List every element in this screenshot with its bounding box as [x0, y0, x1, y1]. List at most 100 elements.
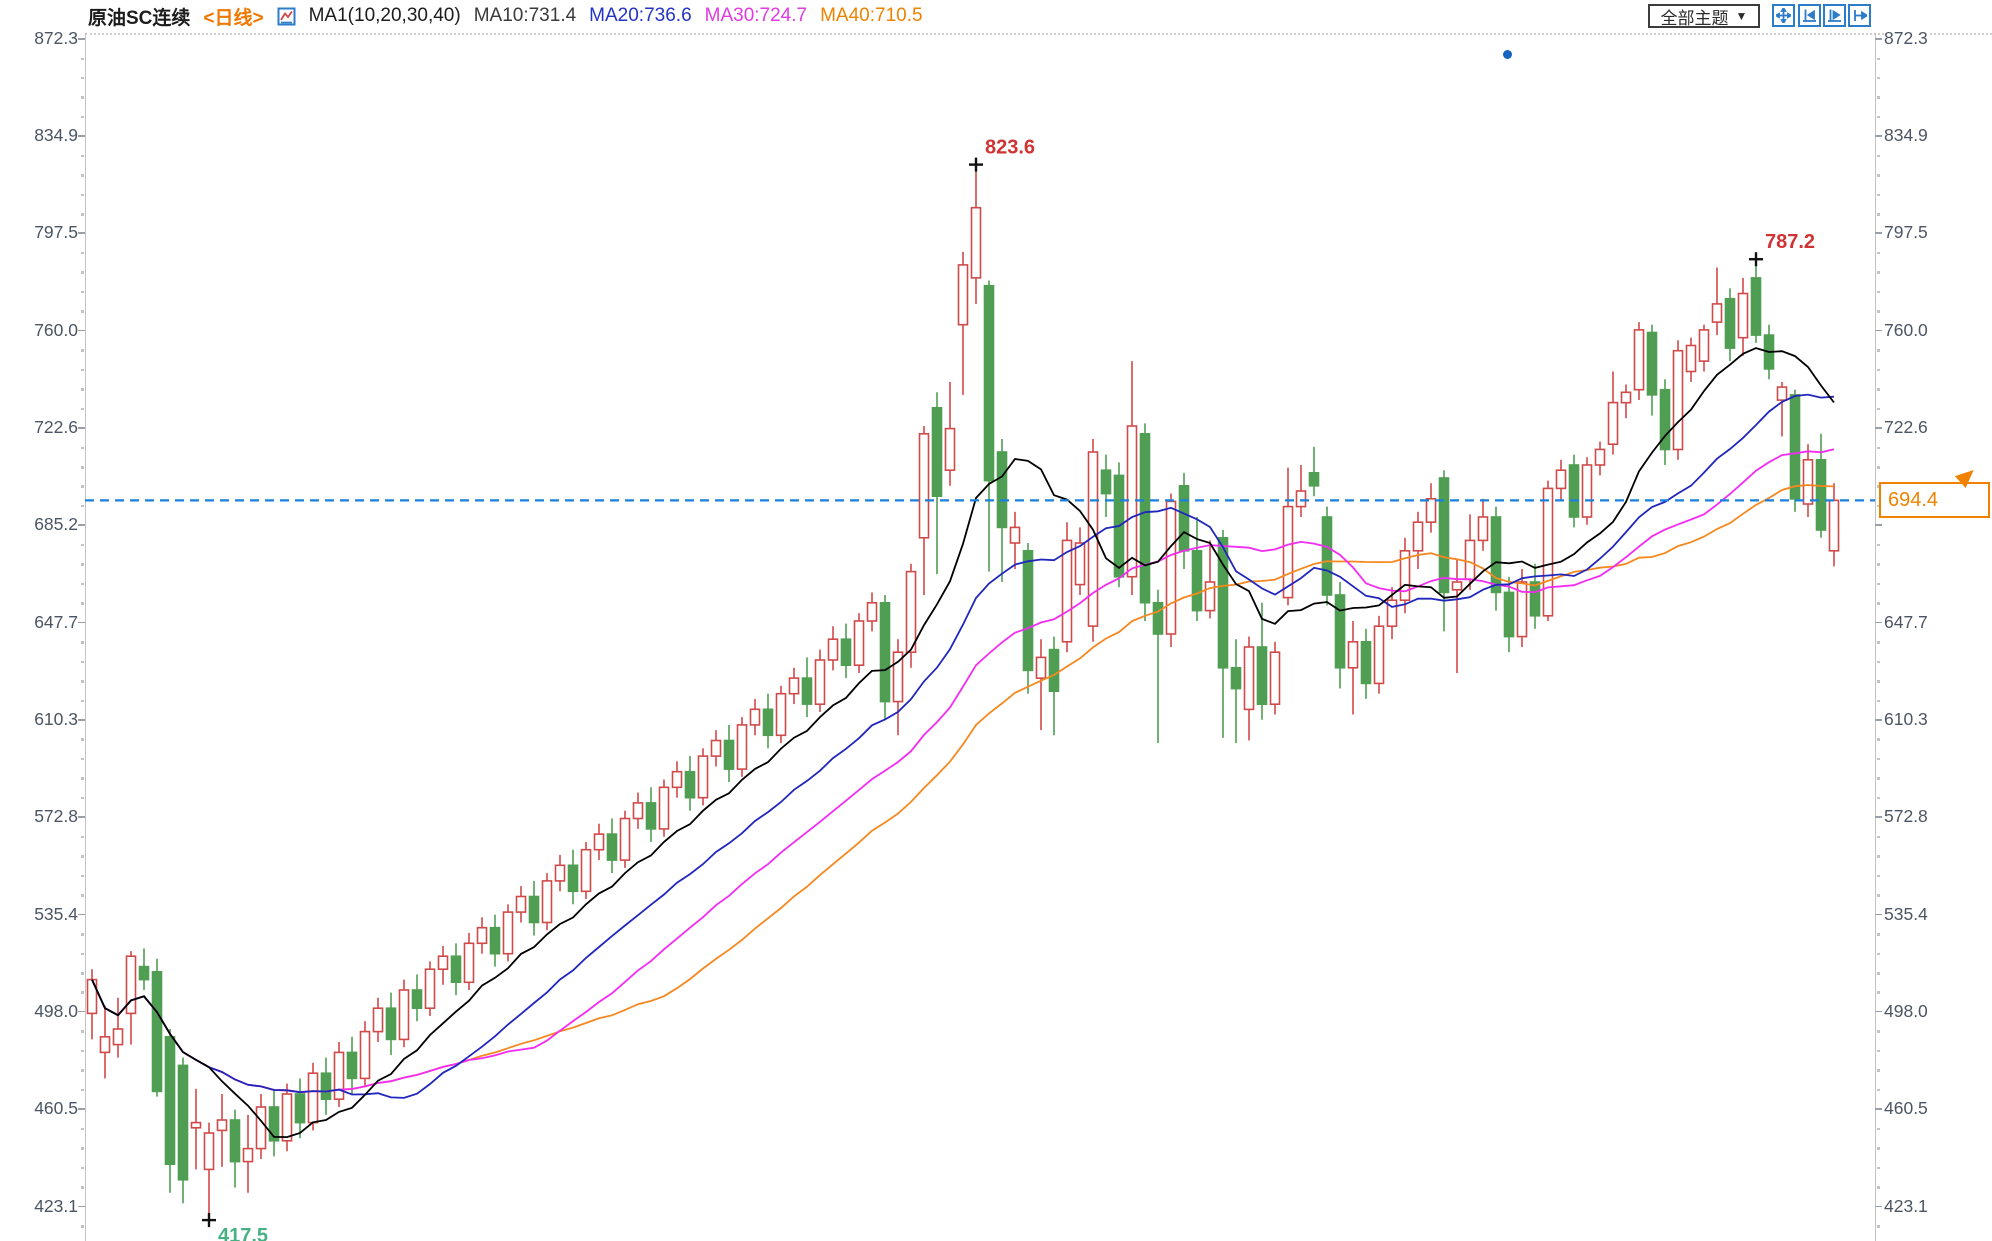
minor-tick [1877, 894, 1880, 897]
candle [1477, 498, 1489, 551]
candle [1607, 371, 1619, 455]
minor-tick [1877, 1166, 1880, 1170]
candle [1230, 639, 1242, 744]
candlestick-series [86, 164, 1840, 1221]
minor-tick [81, 76, 84, 80]
minor-tick [81, 835, 84, 839]
shift-right-icon[interactable] [1848, 4, 1871, 27]
candle [1503, 576, 1515, 653]
ma20-line [91, 393, 1835, 1099]
candle [1191, 517, 1203, 621]
major-tick [1875, 524, 1882, 526]
candle [840, 623, 852, 679]
axis-label: 498.0 [1884, 1000, 1928, 1021]
candle [710, 730, 722, 767]
candle [320, 1057, 332, 1115]
candle [567, 849, 579, 905]
minor-tick [81, 368, 84, 372]
minor-tick [1877, 1030, 1880, 1033]
period-label: <日线> [203, 7, 264, 29]
minor-tick [81, 388, 84, 391]
candlestick-chart-icon[interactable] [277, 7, 296, 26]
major-tick [1875, 232, 1882, 234]
minor-tick [1877, 972, 1880, 975]
candle [1282, 467, 1294, 606]
candle [762, 693, 774, 749]
major-tick [78, 524, 85, 526]
candle [1425, 483, 1437, 533]
candle [528, 880, 540, 936]
axis-label: 572.8 [6, 806, 78, 827]
minor-tick [1877, 115, 1880, 119]
candle [463, 932, 475, 990]
ma-group-label: MA1(10,20,30,40) [308, 5, 461, 26]
minor-tick [81, 1088, 84, 1092]
minor-tick [1877, 699, 1880, 703]
minor-tick [1877, 96, 1880, 99]
major-tick [78, 816, 85, 818]
candle [593, 823, 605, 861]
expand-right-icon[interactable] [1823, 4, 1846, 27]
minor-tick [81, 933, 84, 936]
candle [1555, 459, 1567, 502]
candle [1022, 543, 1034, 694]
candle [164, 1029, 176, 1193]
candle [1048, 636, 1060, 736]
compress-left-icon[interactable] [1798, 4, 1821, 27]
major-tick [78, 135, 85, 137]
minor-tick [1877, 446, 1880, 449]
minor-tick [81, 504, 84, 508]
theme-dropdown-button[interactable]: 全部主题 ▼ [1648, 4, 1760, 28]
candle [1451, 558, 1463, 673]
candle [684, 756, 696, 811]
minor-tick [1877, 602, 1880, 605]
minor-tick [81, 855, 84, 858]
candle [1542, 480, 1554, 621]
minor-tick [1877, 57, 1880, 60]
minor-tick [81, 1147, 84, 1150]
candle [866, 592, 878, 632]
move-crosshair-icon[interactable] [1772, 4, 1795, 27]
candle [996, 439, 1008, 582]
candle [1373, 615, 1385, 694]
minor-tick [81, 543, 84, 547]
major-tick [1875, 1010, 1882, 1013]
candle [1035, 639, 1047, 731]
candle [775, 685, 787, 744]
candle [1698, 324, 1710, 372]
minor-tick [81, 972, 84, 975]
axis-label: 535.4 [1884, 903, 1928, 924]
candle [190, 1088, 202, 1170]
candle [1061, 522, 1073, 653]
candle [1074, 527, 1086, 595]
candle [1139, 423, 1151, 621]
major-tick [78, 427, 85, 429]
minor-tick [1877, 777, 1880, 780]
candle [1659, 379, 1671, 465]
minor-tick [1877, 504, 1880, 508]
last-price-tag: 694.4 [1879, 482, 1990, 518]
candle [957, 251, 969, 395]
minor-tick [1877, 1069, 1880, 1072]
minor-tick [81, 349, 84, 352]
candle [931, 392, 943, 575]
ma30-value: MA30:724.7 [704, 5, 808, 26]
axis-label: 498.0 [6, 1000, 78, 1021]
major-tick [1875, 135, 1882, 137]
minor-tick [81, 699, 84, 703]
candle [658, 779, 670, 837]
minor-tick [1877, 76, 1880, 80]
axis-label: 722.6 [6, 417, 78, 438]
candle [1776, 381, 1788, 437]
major-tick [78, 329, 85, 332]
minor-tick [1877, 933, 1880, 936]
last-price-value: 694.4 [1888, 488, 1939, 511]
minor-tick [1877, 582, 1880, 586]
candle [450, 943, 462, 996]
candle [229, 1109, 241, 1188]
axis-label: 610.3 [6, 709, 78, 729]
candle [1204, 540, 1216, 619]
candle [749, 698, 761, 736]
candle [1412, 511, 1424, 569]
